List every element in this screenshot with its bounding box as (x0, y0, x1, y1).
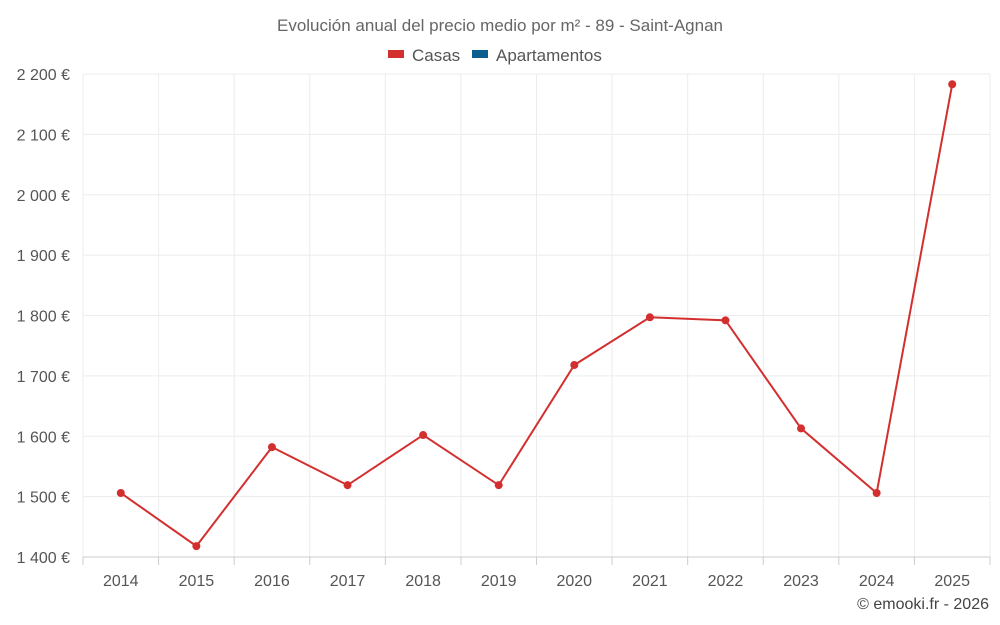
x-tick-label: 2018 (405, 573, 441, 590)
x-tick-label: 2017 (330, 573, 366, 590)
legend-label-apartamentos: Apartamentos (496, 46, 602, 65)
legend-item-casas[interactable]: Casas (388, 46, 460, 65)
x-tick-label: 2024 (859, 573, 895, 590)
x-tick-label: 2019 (481, 573, 517, 590)
data-point-casas[interactable] (267, 443, 276, 452)
x-tick-label: 2021 (632, 573, 668, 590)
data-point-casas[interactable] (797, 424, 806, 433)
series-line-casas (120, 84, 954, 548)
legend-label-casas: Casas (412, 46, 460, 65)
legend-swatch-casas (388, 50, 404, 58)
x-axis-labels: 2014 2015 2016 2017 2018 2019 2020 2021 2022 2023… (103, 573, 970, 590)
data-point-casas[interactable] (721, 316, 730, 325)
x-tick-label: 2023 (783, 573, 819, 590)
data-point-casas[interactable] (116, 489, 125, 498)
data-point-casas[interactable] (948, 80, 957, 89)
x-tick-label: 2014 (103, 573, 139, 590)
data-point-casas[interactable] (419, 431, 428, 440)
data-point-casas[interactable] (570, 361, 579, 370)
y-tick-label: 2 100 € (17, 127, 70, 144)
x-tick-label: 2022 (708, 573, 744, 590)
data-point-casas[interactable] (872, 489, 881, 498)
y-tick-label: 1 400 € (17, 550, 70, 567)
credit-text: © emooki.fr - 2026 (857, 596, 989, 613)
y-tick-label: 1 900 € (17, 248, 70, 265)
y-tick-label: 2 000 € (17, 188, 70, 205)
x-gridlines (82, 74, 991, 557)
x-tick-label: 2015 (179, 573, 215, 590)
data-point-casas[interactable] (343, 481, 352, 490)
data-point-casas[interactable] (192, 542, 201, 551)
y-tick-label: 1 600 € (17, 429, 70, 446)
x-axis-ticks (82, 557, 991, 565)
legend: Casas Apartamentos (388, 46, 602, 65)
data-point-casas[interactable] (494, 481, 503, 490)
data-point-casas[interactable] (645, 313, 654, 322)
y-tick-label: 1 700 € (17, 369, 70, 386)
x-tick-label: 2016 (254, 573, 290, 590)
series-lines (120, 84, 954, 548)
legend-item-apartamentos[interactable]: Apartamentos (472, 46, 602, 65)
chart-title: Evolución anual del precio medio por m² … (277, 16, 723, 35)
x-tick-label: 2020 (556, 573, 592, 590)
legend-swatch-apartamentos (472, 50, 488, 58)
y-tick-label: 2 200 € (17, 67, 70, 84)
x-tick-label: 2025 (934, 573, 970, 590)
series-points (116, 80, 957, 551)
y-tick-label: 1 800 € (17, 309, 70, 326)
y-axis-labels: 1 400 € 1 500 € 1 600 € 1 700 € 1 800 € 1 900… (17, 67, 70, 567)
y-tick-label: 1 500 € (17, 490, 70, 507)
